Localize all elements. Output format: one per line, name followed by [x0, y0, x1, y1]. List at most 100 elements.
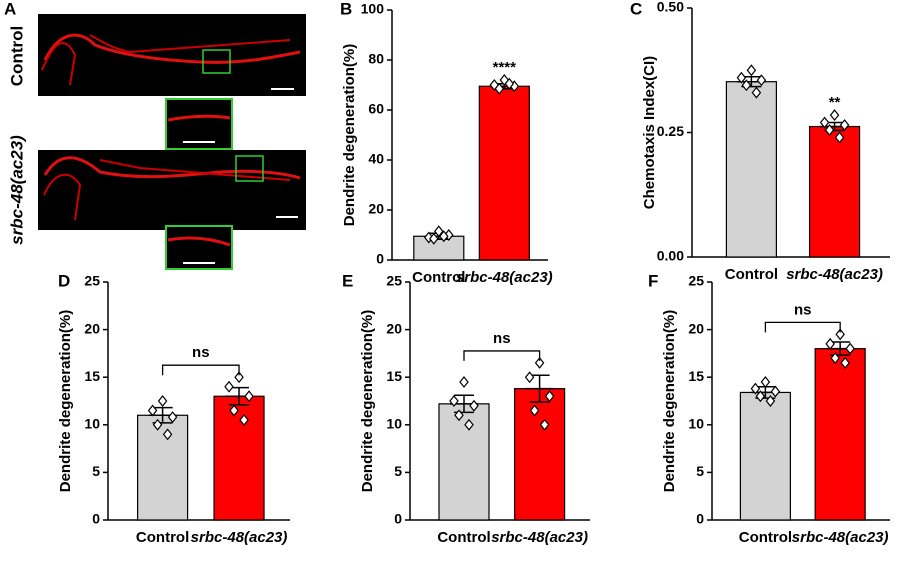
data-point [229, 404, 239, 417]
y-tick-label: 0 [92, 511, 100, 527]
data-point [839, 119, 850, 131]
data-point [819, 116, 830, 129]
data-point [459, 375, 469, 388]
y-tick-label: 20 [84, 320, 100, 336]
y-tick-label: 10 [688, 416, 704, 432]
y-tick-label: 60 [368, 101, 384, 117]
data-point [162, 428, 173, 441]
error-bar [450, 394, 478, 414]
panel-letter: B [340, 0, 352, 18]
data-point [524, 371, 535, 384]
data-point [845, 342, 855, 355]
y-tick-label: 20 [368, 201, 384, 217]
x-tick-label: Control [739, 529, 792, 546]
panel-letter: A [4, 0, 16, 18]
data-point [825, 337, 835, 350]
neuron [41, 34, 291, 86]
bar [739, 391, 792, 521]
y-tick-label: 0 [696, 511, 704, 527]
significance: **** [493, 59, 517, 76]
y-tick-label: 25 [84, 273, 100, 289]
data-point [152, 418, 163, 431]
error-bar [820, 121, 849, 132]
x-tick-label: Control [136, 529, 189, 546]
bar [478, 85, 530, 261]
y-tick-label: 5 [92, 463, 100, 479]
y-axis-label: Dendrite degeneration(%) [57, 310, 74, 493]
data-point [167, 411, 178, 424]
bar [725, 81, 778, 258]
data-point [840, 356, 850, 369]
micrograph [38, 14, 306, 96]
data-point [824, 124, 835, 136]
y-tick-label: 20 [386, 320, 402, 336]
data-point [534, 356, 545, 369]
data-point [544, 390, 555, 403]
x-tick-label: Control [412, 269, 465, 286]
error-bar [525, 374, 554, 403]
y-axis-label: Dendrite degeneration(%) [341, 44, 358, 227]
y-tick-label: 25 [688, 273, 704, 289]
data-point [829, 109, 840, 122]
y-tick-label: 0 [394, 511, 402, 527]
data-point [765, 395, 776, 407]
y-tick-label: 0 [376, 251, 384, 267]
bar [213, 395, 265, 521]
x-tick-label: srbc-48(ac23) [491, 529, 588, 546]
data-point [234, 371, 244, 384]
bar [438, 403, 490, 521]
y-tick-label: 10 [386, 416, 402, 432]
error-bar [148, 406, 177, 424]
row-label: srbc-48(ac23) [7, 135, 26, 245]
data-point [434, 225, 444, 238]
significance: ns [794, 301, 812, 318]
bar [513, 388, 566, 521]
panel-letter: F [648, 271, 658, 290]
significance: ns [192, 344, 210, 361]
data-point [429, 232, 439, 245]
data-point [746, 64, 757, 77]
y-tick-label: 15 [84, 368, 100, 384]
y-tick-label: 25 [386, 273, 402, 289]
y-axis-label: Chemotaxis Index(CI) [641, 56, 658, 209]
panel-letter: E [342, 271, 353, 290]
data-point [756, 74, 767, 87]
neuron [43, 159, 291, 221]
y-tick-label: 5 [394, 463, 402, 479]
data-point [454, 409, 464, 422]
data-point [529, 404, 540, 417]
data-point [504, 77, 515, 90]
inset [165, 98, 233, 150]
bar [808, 125, 861, 258]
significance: ns [493, 330, 511, 347]
y-tick-label: 40 [368, 151, 384, 167]
data-point [755, 390, 766, 403]
data-point [835, 328, 845, 341]
y-tick-label: 10 [84, 416, 100, 432]
data-point [147, 404, 158, 417]
x-tick-label: srbc-48(ac23) [191, 529, 288, 546]
data-point [469, 399, 479, 412]
neuron [167, 114, 231, 122]
data-point [770, 385, 781, 398]
data-point [741, 79, 752, 92]
zoom-box [202, 49, 231, 74]
panel-letter: C [630, 0, 642, 18]
y-tick-label: 15 [688, 368, 704, 384]
bar [814, 348, 866, 521]
y-axis-label: Dendrite degeneration(%) [359, 310, 376, 493]
zoom-box [235, 155, 264, 182]
data-point [439, 230, 449, 243]
neuron [43, 33, 301, 64]
panel-a: A Control srbc-48(ac23) [4, 0, 306, 270]
bar [137, 414, 189, 521]
error-bar [737, 75, 766, 88]
bracket [463, 350, 541, 361]
y-axis-label: Dendrite degeneration(%) [661, 310, 678, 493]
data-point [449, 395, 459, 407]
neuron [167, 236, 231, 247]
bracket [764, 321, 841, 333]
data-point [751, 86, 762, 99]
y-tick-label: 5 [696, 463, 704, 479]
data-point [750, 382, 761, 395]
